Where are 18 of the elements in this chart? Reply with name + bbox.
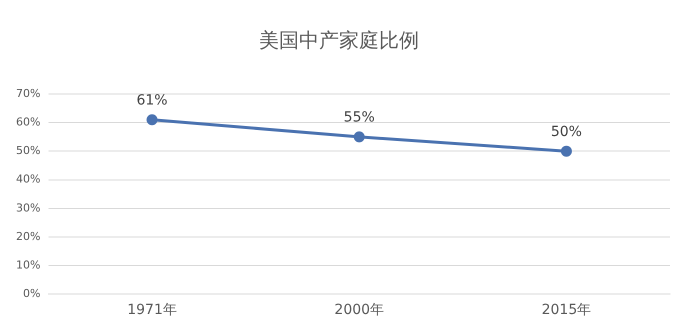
y-tick-label: 20% [16, 230, 40, 243]
y-tick-label: 40% [16, 172, 40, 186]
y-tick-label: 30% [16, 201, 40, 214]
y-tick-label: 0% [22, 287, 40, 300]
chart-title: 美国中产家庭比例 [259, 28, 419, 52]
y-tick-label: 60% [16, 115, 40, 128]
data-label: 61% [136, 92, 168, 108]
data-label: 55% [344, 110, 375, 126]
point [354, 131, 365, 142]
y-tick-label: 70% [16, 86, 40, 100]
point [146, 114, 158, 126]
point [560, 146, 572, 157]
x-tick-label: 1971年 [127, 302, 177, 318]
y-tick-label: 50% [16, 144, 40, 158]
x-tick-label: 2000年 [334, 302, 384, 318]
y-tick-label: 10% [16, 258, 40, 272]
x-tick-label: 2015年 [542, 302, 592, 318]
data-label: 50% [550, 124, 582, 140]
